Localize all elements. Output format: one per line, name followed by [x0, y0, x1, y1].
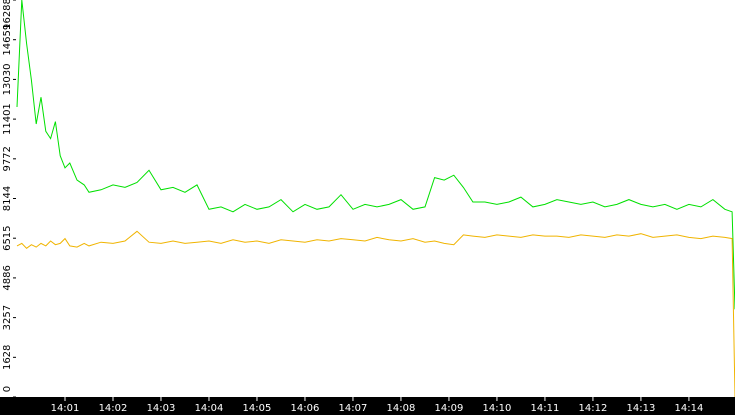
x-tick-label: 14:03 [147, 403, 176, 414]
y-tick-label: 16288 [2, 0, 13, 30]
y-tick-label: 0 [2, 386, 13, 392]
y-tick-label: 8144 [2, 186, 13, 211]
x-tick-label: 14:10 [483, 403, 512, 414]
x-tick-label: 14:04 [195, 403, 224, 414]
y-tick-label: 3257 [2, 305, 13, 330]
x-tick-label: 14:05 [243, 403, 272, 414]
y-tick-label: 1628 [2, 345, 13, 370]
x-tick-label: 14:11 [531, 403, 560, 414]
x-tick-label: 14:09 [435, 403, 464, 414]
x-tick-label: 14:13 [627, 403, 656, 414]
x-tick-label: 14:08 [387, 403, 416, 414]
x-tick-label: 14:06 [291, 403, 320, 414]
y-tick-label: 9772 [2, 146, 13, 171]
x-tick-label: 14:01 [51, 403, 80, 414]
x-tick-label: 14:02 [99, 403, 128, 414]
y-tick-label: 13030 [2, 64, 13, 96]
y-tick-label: 4886 [2, 265, 13, 290]
y-tick-label: 11401 [2, 103, 13, 135]
y-tick-label: 6515 [2, 225, 13, 250]
x-axis-bar [0, 397, 735, 415]
x-tick-label: 14:12 [579, 403, 608, 414]
series-line [16, 230, 735, 398]
x-tick-label: 14:07 [339, 403, 368, 414]
y-tick-label: 14659 [2, 24, 13, 56]
series-line [16, 0, 735, 310]
x-tick-label: 14:14 [675, 403, 704, 414]
